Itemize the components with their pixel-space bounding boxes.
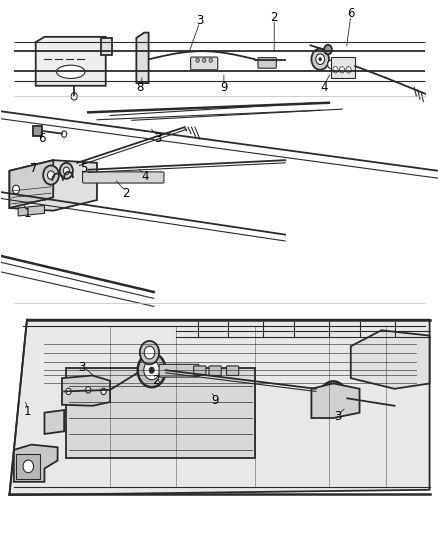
FancyBboxPatch shape [226,366,238,375]
Circle shape [339,67,344,73]
Text: 4: 4 [319,82,327,94]
Polygon shape [35,37,106,86]
FancyBboxPatch shape [32,126,42,136]
Polygon shape [14,445,57,482]
FancyBboxPatch shape [101,38,112,55]
Circle shape [61,131,67,138]
Text: 9: 9 [211,394,219,407]
Text: 2: 2 [121,187,129,200]
Text: 6: 6 [346,7,354,20]
Circle shape [144,361,159,379]
Circle shape [66,388,71,394]
Circle shape [202,58,205,62]
Circle shape [23,460,33,473]
Text: 3: 3 [196,14,203,27]
Text: 7: 7 [30,161,37,175]
Text: 1: 1 [24,405,32,417]
FancyBboxPatch shape [208,366,221,375]
FancyBboxPatch shape [258,58,276,68]
Polygon shape [44,410,64,434]
Circle shape [327,60,334,69]
Polygon shape [10,160,97,211]
Text: 3: 3 [154,132,162,146]
Polygon shape [66,368,254,458]
Circle shape [315,54,324,64]
Circle shape [195,58,199,62]
Polygon shape [10,160,53,208]
Circle shape [140,341,159,365]
Circle shape [323,45,331,54]
Polygon shape [136,33,148,83]
Circle shape [12,185,19,193]
FancyBboxPatch shape [193,366,205,375]
FancyBboxPatch shape [82,172,163,183]
Circle shape [345,67,350,73]
Polygon shape [10,320,428,495]
Ellipse shape [57,65,85,78]
Circle shape [60,163,73,179]
Text: 1: 1 [23,207,31,220]
Circle shape [138,353,165,387]
Text: 2: 2 [270,11,277,24]
Circle shape [318,381,346,415]
Circle shape [101,388,106,394]
Circle shape [144,346,154,359]
Text: 2: 2 [152,374,159,387]
Polygon shape [62,375,110,406]
Text: 8: 8 [136,82,143,94]
Text: 4: 4 [141,169,148,183]
Text: 6: 6 [39,132,46,146]
Circle shape [71,93,77,100]
Circle shape [208,58,212,62]
FancyBboxPatch shape [16,454,40,479]
Text: 3: 3 [78,361,85,374]
Circle shape [332,67,337,73]
Polygon shape [311,383,359,418]
Circle shape [325,389,340,408]
Circle shape [47,171,54,179]
Circle shape [63,167,69,174]
Circle shape [85,386,91,393]
Circle shape [149,367,154,373]
Circle shape [330,395,335,401]
FancyBboxPatch shape [159,365,198,377]
Polygon shape [18,205,44,216]
FancyBboxPatch shape [330,56,354,78]
Circle shape [318,58,321,61]
Polygon shape [350,330,428,389]
Text: 3: 3 [333,410,341,423]
Circle shape [43,165,59,184]
Text: 5: 5 [80,161,87,175]
Text: 9: 9 [219,82,227,94]
FancyBboxPatch shape [190,57,217,70]
Circle shape [311,49,328,70]
